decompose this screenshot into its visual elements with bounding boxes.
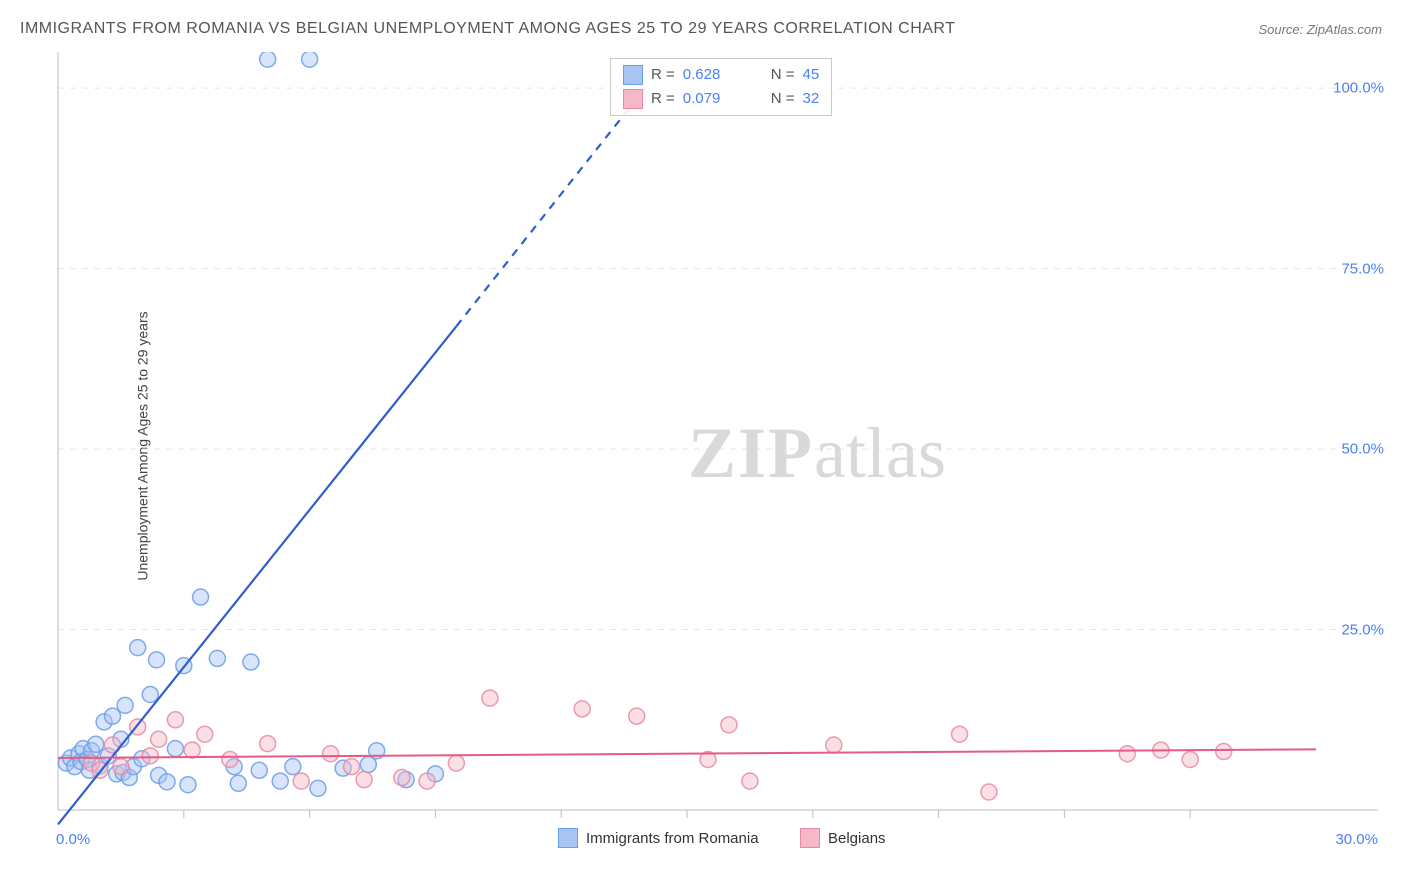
y-tick: 100.0%: [1333, 80, 1384, 97]
legend-romania: Immigrants from Romania: [558, 828, 759, 848]
legend-swatch-romania: [558, 828, 578, 848]
stat-row-belgians: R = 0.079 N = 32: [623, 87, 819, 111]
correlation-stats-box: R = 0.628 N = 45R = 0.079 N = 32: [610, 58, 832, 116]
y-tick: 25.0%: [1341, 621, 1384, 638]
plot-svg: [48, 52, 1388, 852]
source-value: ZipAtlas.com: [1307, 22, 1382, 37]
stat-row-romania: R = 0.628 N = 45: [623, 63, 819, 87]
legend-label-romania: Immigrants from Romania: [586, 830, 759, 847]
source-label: Source: ZipAtlas.com: [1258, 22, 1382, 37]
swatch-romania: [623, 65, 643, 85]
legend-label-belgians: Belgians: [828, 830, 886, 847]
legend-swatch-belgians: [800, 828, 820, 848]
x-tick: 30.0%: [1335, 831, 1378, 848]
scatter-plot: ZIPatlas R = 0.628 N = 45R = 0.079 N = 3…: [48, 52, 1388, 852]
swatch-belgians: [623, 89, 643, 109]
chart-title: IMMIGRANTS FROM ROMANIA VS BELGIAN UNEMP…: [20, 20, 955, 38]
source-prefix: Source:: [1258, 22, 1306, 37]
y-tick: 50.0%: [1341, 441, 1384, 458]
x-tick: 0.0%: [56, 831, 90, 848]
legend-belgians: Belgians: [800, 828, 886, 848]
y-tick: 75.0%: [1341, 260, 1384, 277]
